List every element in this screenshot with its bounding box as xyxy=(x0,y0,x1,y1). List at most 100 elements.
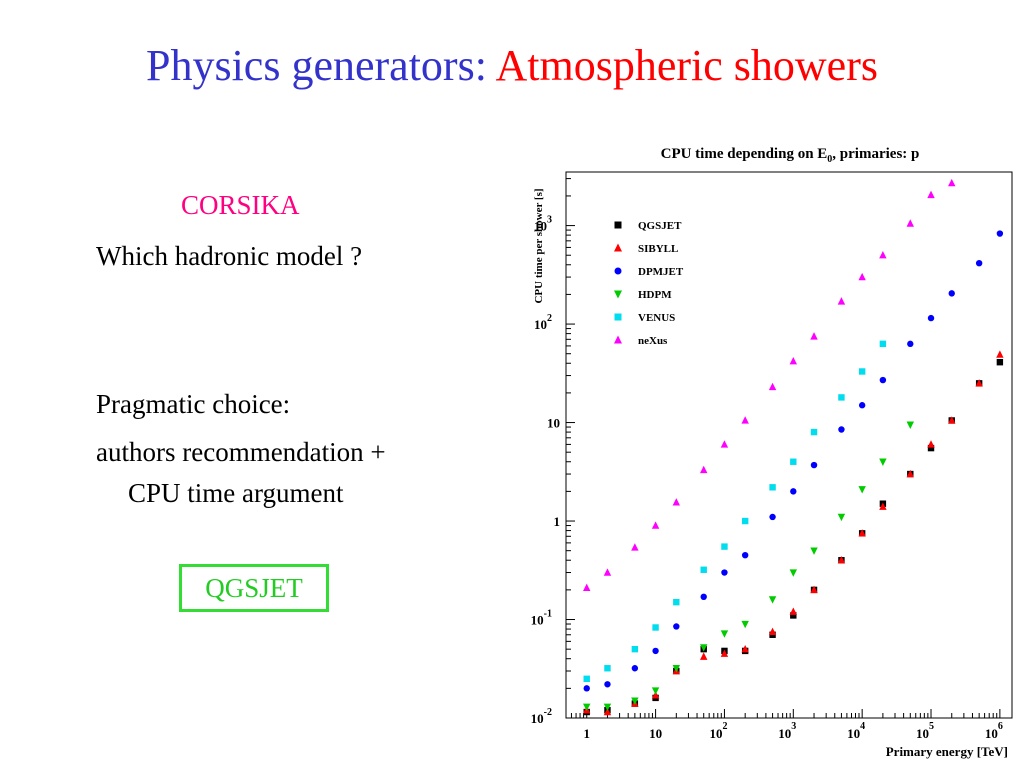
legend-label: DPMJET xyxy=(638,266,684,278)
legend-label: SIBYLL xyxy=(638,243,678,255)
qgsjet-choice-label: QGSJET xyxy=(205,573,303,603)
data-point xyxy=(741,551,749,559)
x-tick-label: 105 xyxy=(916,721,934,741)
data-point xyxy=(975,259,983,267)
chart-legend: QGSJET SIBYLL DPMJET HDPM VENUS neXus xyxy=(614,220,684,347)
legend-marker xyxy=(614,313,622,321)
data-point xyxy=(858,368,866,375)
data-point xyxy=(700,644,708,652)
x-tick-label: 1 xyxy=(583,726,590,741)
data-point xyxy=(583,703,591,711)
data-point xyxy=(837,513,846,522)
data-point xyxy=(700,566,707,573)
data-point xyxy=(673,623,680,630)
data-point xyxy=(672,498,681,506)
x-tick-label: 104 xyxy=(847,721,865,741)
data-point xyxy=(837,556,846,564)
data-point xyxy=(790,612,797,619)
data-point xyxy=(672,665,681,673)
data-point xyxy=(651,521,660,529)
data-point xyxy=(810,461,818,469)
legend-label: HDPM xyxy=(638,289,672,301)
svg-text:CPU time depending on E0, prim: CPU time depending on E0, primaries: p xyxy=(661,146,920,165)
data-point xyxy=(673,598,680,606)
data-point xyxy=(652,647,659,655)
data-point xyxy=(789,356,798,365)
x-tick-label: 10 xyxy=(649,726,662,741)
x-axis-label: Primary energy [TeV] xyxy=(886,744,1008,759)
series-nexus xyxy=(583,178,956,591)
data-point xyxy=(838,394,845,401)
data-point xyxy=(604,665,611,672)
cpu-time-chart: CPU time depending on E0, primaries: p 1… xyxy=(531,146,1013,759)
qgsjet-choice-box: QGSJET xyxy=(179,564,329,612)
legend-label: neXus xyxy=(638,335,668,347)
data-point xyxy=(790,458,797,465)
legend-marker xyxy=(614,290,622,299)
data-point xyxy=(700,465,708,474)
slide-title: Physics generators: Atmospheric showers xyxy=(0,38,1024,94)
data-point xyxy=(879,340,887,348)
title-part-showers: Atmospheric showers xyxy=(495,41,879,90)
data-point xyxy=(810,547,818,555)
data-point xyxy=(838,426,845,433)
chart-title-tail: , primaries: p xyxy=(832,146,919,162)
data-point xyxy=(858,402,866,409)
data-point xyxy=(927,190,935,199)
model-question: Which hadronic model ? xyxy=(96,241,363,271)
legend-marker xyxy=(614,267,622,275)
data-point xyxy=(631,645,639,653)
data-point xyxy=(907,340,914,348)
data-point xyxy=(996,358,1004,366)
y-tick-label: 1 xyxy=(554,514,561,529)
data-point xyxy=(583,685,590,692)
series-sibyll xyxy=(583,350,1004,716)
data-point xyxy=(700,652,708,660)
data-point xyxy=(858,529,866,537)
data-point xyxy=(721,569,728,576)
legend-marker xyxy=(614,221,622,229)
data-point xyxy=(948,416,956,424)
legend-marker xyxy=(614,335,622,344)
data-point xyxy=(927,440,935,448)
data-point xyxy=(583,675,590,683)
y-tick-label: 103 xyxy=(534,215,552,234)
data-point xyxy=(651,687,660,695)
data-point xyxy=(858,486,866,494)
authors-recommendation-text: authors recommendation + xyxy=(96,437,386,467)
data-point xyxy=(583,583,591,591)
data-point xyxy=(790,488,797,495)
data-point xyxy=(603,568,612,576)
data-point xyxy=(996,230,1004,237)
data-point xyxy=(906,469,914,478)
data-point xyxy=(720,649,729,657)
data-point xyxy=(858,272,866,281)
x-tick-label: 103 xyxy=(778,721,796,741)
data-point xyxy=(768,627,777,636)
plot-frame xyxy=(565,171,1013,719)
data-point xyxy=(631,697,639,705)
y-tick-label: 10-1 xyxy=(531,609,552,628)
data-point xyxy=(879,251,887,259)
y-axis-label: CPU time per shower [s] xyxy=(533,188,545,303)
data-point xyxy=(927,444,935,452)
data-point xyxy=(879,376,887,384)
data-point xyxy=(604,681,611,688)
x-tick-label: 102 xyxy=(709,721,727,741)
series-qgsjet xyxy=(583,358,1004,716)
data-point xyxy=(769,484,776,491)
data-points xyxy=(583,178,1004,716)
data-point xyxy=(810,332,818,340)
data-point xyxy=(975,379,983,387)
data-point xyxy=(603,707,612,716)
data-point xyxy=(768,382,777,391)
data-point xyxy=(810,428,818,436)
title-part-generators: Physics generators: xyxy=(145,41,487,90)
y-tick-label: 10-2 xyxy=(531,707,552,726)
pragmatic-choice-heading: Pragmatic choice: xyxy=(96,389,291,419)
data-point xyxy=(631,543,639,551)
data-point xyxy=(741,517,749,525)
data-point xyxy=(906,421,914,429)
chart-title-main: CPU time depending on E xyxy=(661,146,828,162)
data-point xyxy=(720,630,729,638)
